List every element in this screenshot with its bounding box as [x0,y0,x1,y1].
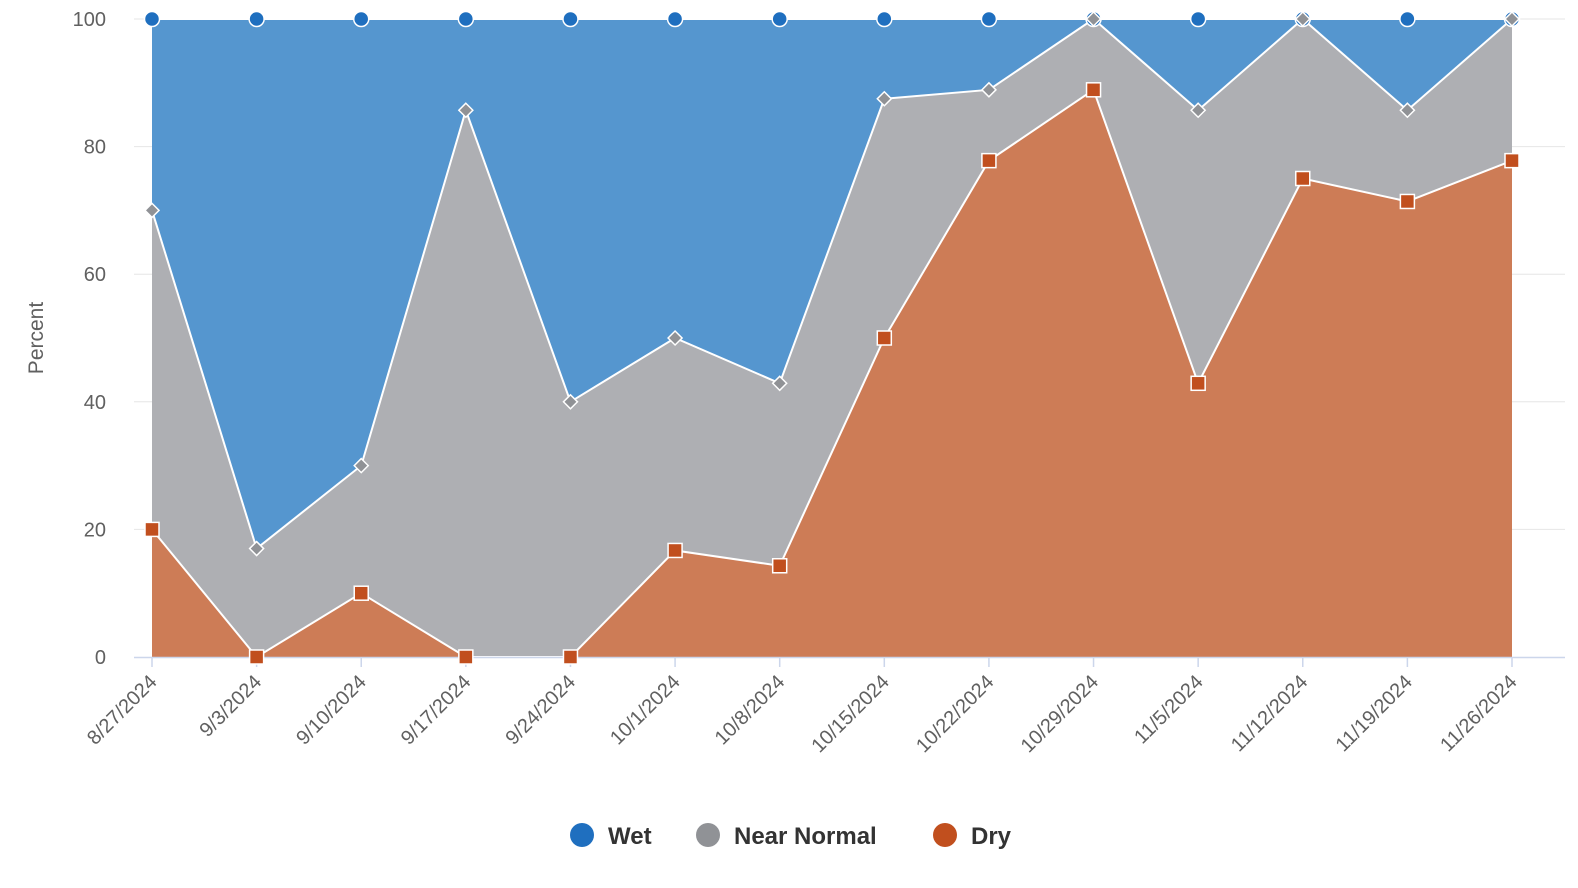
wet-point [248,10,265,28]
wet-point [352,10,370,28]
y-tick-label: 80 [84,137,106,159]
near-normal-point [980,81,997,98]
near-normal-point [1294,10,1311,28]
near-normal-area [152,19,1512,657]
wet-point [980,10,998,28]
wet-point [876,10,893,28]
x-tick-label: 8/27/2024 [83,671,161,749]
wet-area [152,19,1512,549]
near-normal-point [771,375,788,392]
near-normal-point [353,457,370,474]
near-normal-line [151,17,1513,551]
wet-point [143,10,161,28]
near-normal-point [1399,102,1416,119]
dry-point [1295,170,1311,187]
y-tick-label: 20 [84,519,106,541]
x-tick-label: 9/17/2024 [397,671,475,749]
wet-point [457,10,475,28]
legend-item-near-normal: Near Normal [696,823,877,850]
legend-label: Wet [608,823,652,850]
dry-point [1504,152,1520,169]
dry-point [771,558,788,574]
series-markers [143,10,1521,665]
x-tick-label: 10/1/2024 [606,671,684,749]
dry-point [144,521,160,538]
y-tick-label: 100 [73,9,106,31]
y-axis-title: Percent [25,302,48,375]
near-normal-point [1085,10,1102,28]
wet-point [1189,10,1207,28]
x-tick-label: 10/22/2024 [912,671,998,757]
axes [134,656,1565,667]
series-areas [151,17,1513,659]
near-normal-point [876,90,893,107]
dry-point [1190,375,1206,392]
dry-point [562,649,579,665]
y-tick-label: 0 [95,647,106,669]
x-tick-label: 10/15/2024 [807,671,893,757]
dry-point [248,649,265,665]
near-normal-point [457,102,474,119]
dry-area [152,89,1512,658]
dry-point [667,542,683,559]
dry-point [458,649,474,665]
legend-symbol [696,823,720,847]
near-normal-point [248,540,265,557]
y-tick-label: 40 [84,392,106,414]
x-tick-label: 11/12/2024 [1227,671,1312,756]
dry-point [1399,193,1416,210]
dry-point [353,585,369,601]
x-tick-label: 10/29/2024 [1017,671,1103,757]
x-tick-label: 11/5/2024 [1130,671,1207,748]
dry-point [876,330,893,346]
x-tick-label: 9/10/2024 [292,671,370,749]
near-normal-point [1503,10,1521,28]
legend-item-dry: Dry [933,823,1012,850]
y-tick-label: 60 [84,264,106,286]
near-normal-point [562,393,579,410]
legend-symbol [933,823,957,847]
x-tick-label: 11/26/2024 [1436,671,1521,756]
near-normal-point [667,329,684,347]
x-tick-label: 9/3/2024 [196,671,267,742]
near-normal-point [143,202,161,219]
near-normal-point [1190,102,1207,119]
dry-point [1085,82,1102,98]
x-tick-label: 9/24/2024 [502,671,580,749]
legend: Wet Near Normal Dry [570,823,1012,850]
legend-symbol [570,823,594,847]
wet-point [666,10,684,28]
dry-line [151,88,1513,659]
dry-point [981,152,997,169]
legend-label: Near Normal [734,823,877,850]
wet-point [1399,10,1416,28]
legend-label: Dry [971,823,1012,850]
wet-point [562,10,579,28]
legend-item-wet: Wet [570,823,652,850]
x-tick-label: 11/19/2024 [1332,671,1417,756]
x-tick-label: 10/8/2024 [711,671,789,749]
wet-point [771,10,788,28]
